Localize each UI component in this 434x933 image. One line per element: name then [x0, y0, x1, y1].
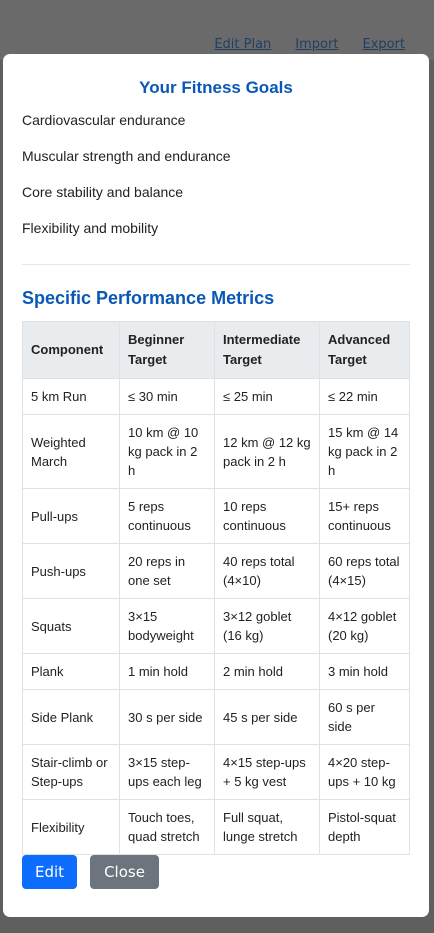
table-header-row: Component Beginner Target Intermediate T… [22, 321, 410, 379]
cell-intermediate: Full squat, lunge stretch [214, 799, 320, 855]
cell-beginner: ≤ 30 min [119, 378, 215, 415]
metrics-title: Specific Performance Metrics [22, 288, 275, 308]
cell-component: Pull-ups [22, 488, 120, 544]
table-row: Weighted March 10 km @ 10 kg pack in 2 h… [22, 414, 410, 489]
page-toolbar: Edit Plan Import Export [190, 37, 405, 52]
cell-advanced: 60 s per side [319, 689, 410, 745]
cell-component: Stair-climb or Step-ups [22, 744, 120, 800]
cell-advanced: Pistol-squat depth [319, 799, 410, 855]
cell-component: Weighted March [22, 414, 120, 489]
header-component: Component [22, 321, 120, 379]
section-divider [22, 264, 410, 265]
cell-component: Squats [22, 598, 120, 654]
cell-intermediate: 2 min hold [214, 653, 320, 690]
cell-component: Side Plank [22, 689, 120, 745]
edit-button[interactable]: Edit [22, 855, 78, 889]
cell-beginner: Touch toes, quad stretch [119, 799, 215, 855]
cell-beginner: 3×15 step-ups each leg [119, 744, 215, 800]
cell-component: 5 km Run [22, 378, 120, 415]
close-button[interactable]: Close [90, 855, 159, 889]
table-row: 5 km Run ≤ 30 min ≤ 25 min ≤ 22 min [22, 378, 410, 415]
table-row: Plank 1 min hold 2 min hold 3 min hold [22, 653, 410, 690]
table-row: Push-ups 20 reps in one set 40 reps tota… [22, 543, 410, 599]
cell-beginner: 1 min hold [119, 653, 215, 690]
cell-component: Push-ups [22, 543, 120, 599]
edit-plan-link[interactable]: Edit Plan [214, 37, 272, 52]
table-row: Side Plank 30 s per side 45 s per side 6… [22, 689, 410, 745]
cell-advanced: 15 km @ 14 kg pack in 2 h [319, 414, 410, 489]
cell-component: Plank [22, 653, 120, 690]
header-beginner: Beginner Target [119, 321, 215, 379]
fitness-goals-modal: Your Fitness Goals Cardiovascular endura… [3, 54, 429, 917]
modal-title: Your Fitness Goals [139, 78, 293, 97]
cell-beginner: 5 reps continuous [119, 488, 215, 544]
cell-intermediate: 3×12 goblet (16 kg) [214, 598, 320, 654]
cell-intermediate: 40 reps total (4×10) [214, 543, 320, 599]
goal-item: Cardiovascular endurance [22, 112, 186, 128]
goal-item: Core stability and balance [22, 184, 184, 200]
table-row: Flexibility Touch toes, quad stretch Ful… [22, 799, 410, 855]
cell-component: Flexibility [22, 799, 120, 855]
page-header-backdrop [0, 0, 434, 60]
modal-actions: Edit Close [22, 855, 159, 889]
header-intermediate: Intermediate Target [214, 321, 320, 379]
cell-intermediate: 4×15 step-ups + 5 kg vest [214, 744, 320, 800]
table-row: Squats 3×15 bodyweight 3×12 goblet (16 k… [22, 598, 410, 654]
table-row: Stair-climb or Step-ups 3×15 step-ups ea… [22, 744, 410, 800]
cell-advanced: 15+ reps continuous [319, 488, 410, 544]
cell-intermediate: 12 km @ 12 kg pack in 2 h [214, 414, 320, 489]
goals-list: Cardiovascular endurance Muscular streng… [22, 111, 410, 255]
import-link[interactable]: Import [295, 37, 339, 52]
table-row: Pull-ups 5 reps continuous 10 reps conti… [22, 488, 410, 544]
cell-advanced: 3 min hold [319, 653, 410, 690]
cell-intermediate: 45 s per side [214, 689, 320, 745]
export-link[interactable]: Export [362, 37, 405, 52]
cell-advanced: 4×20 step-ups + 10 kg [319, 744, 410, 800]
goal-item: Flexibility and mobility [22, 220, 159, 236]
cell-advanced: 60 reps total (4×15) [319, 543, 410, 599]
cell-intermediate: 10 reps continuous [214, 488, 320, 544]
cell-intermediate: ≤ 25 min [214, 378, 320, 415]
cell-advanced: 4×12 goblet (20 kg) [319, 598, 410, 654]
metrics-table: Component Beginner Target Intermediate T… [22, 321, 410, 855]
cell-beginner: 20 reps in one set [119, 543, 215, 599]
cell-beginner: 10 km @ 10 kg pack in 2 h [119, 414, 215, 489]
goal-item: Muscular strength and endurance [22, 148, 231, 164]
header-advanced: Advanced Target [319, 321, 410, 379]
cell-beginner: 3×15 bodyweight [119, 598, 215, 654]
cell-beginner: 30 s per side [119, 689, 215, 745]
cell-advanced: ≤ 22 min [319, 378, 410, 415]
